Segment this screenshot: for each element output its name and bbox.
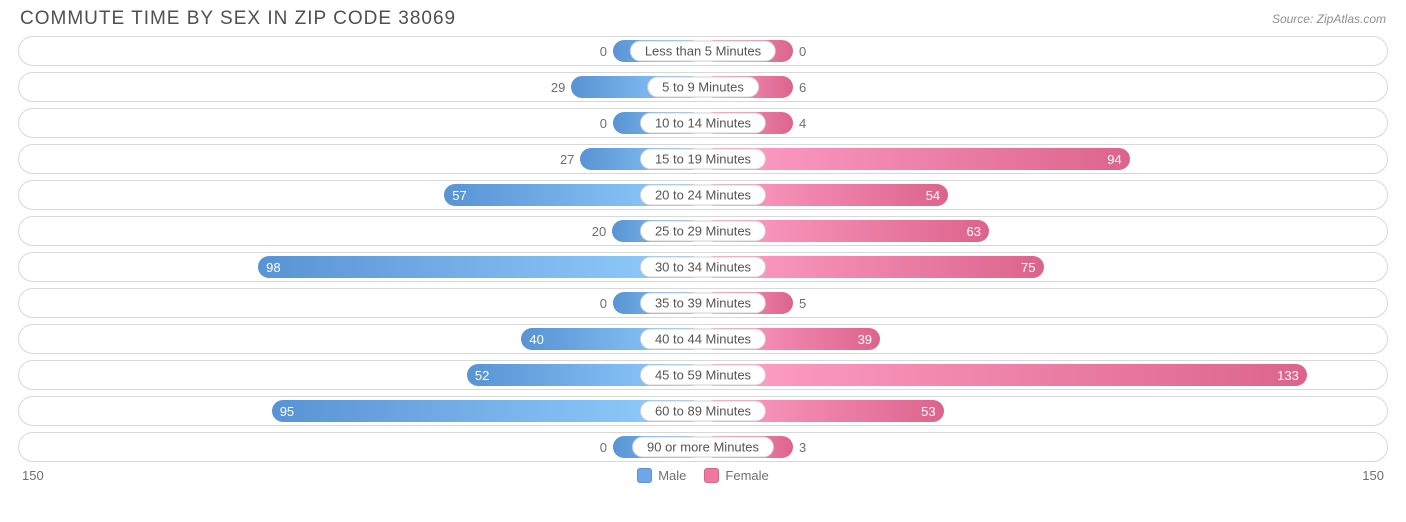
bar-male-value: 52 xyxy=(475,368,489,383)
chart-row: 20 63 25 to 29 Minutes xyxy=(18,216,1388,246)
chart-row: 29 6 5 to 9 Minutes xyxy=(18,72,1388,102)
category-label: 30 to 34 Minutes xyxy=(640,257,766,278)
chart-area: 0 0 Less than 5 Minutes 29 6 5 to 9 Minutes 0 4… xyxy=(0,34,1406,462)
chart-footer: 150 Male Female 150 xyxy=(0,468,1406,483)
bar-male: 98 xyxy=(258,256,703,278)
legend-swatch-icon xyxy=(637,468,652,483)
bar-female-value: 53 xyxy=(921,404,935,419)
bar-male-value: 98 xyxy=(266,260,280,275)
bar-female-value: 133 xyxy=(1277,368,1299,383)
category-label: 10 to 14 Minutes xyxy=(640,113,766,134)
bar-male-value: 27 xyxy=(560,152,580,167)
bar-female-value: 0 xyxy=(793,44,806,59)
chart-row: 0 4 10 to 14 Minutes xyxy=(18,108,1388,138)
bar-female-value: 6 xyxy=(793,80,806,95)
bar-male-value: 0 xyxy=(600,116,613,131)
chart-row: 98 75 30 to 34 Minutes xyxy=(18,252,1388,282)
bar-female-value: 3 xyxy=(793,440,806,455)
bar-male-value: 95 xyxy=(280,404,294,419)
category-label: 5 to 9 Minutes xyxy=(647,77,759,98)
bar-female-value: 75 xyxy=(1021,260,1035,275)
category-label: 60 to 89 Minutes xyxy=(640,401,766,422)
chart-row: 0 0 Less than 5 Minutes xyxy=(18,36,1388,66)
chart-row: 27 94 15 to 19 Minutes xyxy=(18,144,1388,174)
bar-male-value: 0 xyxy=(600,440,613,455)
bar-female-value: 54 xyxy=(926,188,940,203)
chart-row: 52 133 45 to 59 Minutes xyxy=(18,360,1388,390)
bar-female: 133 xyxy=(703,364,1307,386)
category-label: 45 to 59 Minutes xyxy=(640,365,766,386)
category-label: 15 to 19 Minutes xyxy=(640,149,766,170)
legend-item-female: Female xyxy=(704,468,768,483)
chart-header: COMMUTE TIME BY SEX IN ZIP CODE 38069 So… xyxy=(0,0,1406,34)
category-label: Less than 5 Minutes xyxy=(630,41,776,62)
bar-female-value: 63 xyxy=(967,224,981,239)
category-label: 40 to 44 Minutes xyxy=(640,329,766,350)
category-label: 20 to 24 Minutes xyxy=(640,185,766,206)
bar-male-value: 0 xyxy=(600,44,613,59)
bar-male-value: 29 xyxy=(551,80,571,95)
chart-source: Source: ZipAtlas.com xyxy=(1272,12,1386,26)
bar-female-value: 39 xyxy=(858,332,872,347)
bar-male-value: 57 xyxy=(452,188,466,203)
chart-row: 95 53 60 to 89 Minutes xyxy=(18,396,1388,426)
chart-row: 0 3 90 or more Minutes xyxy=(18,432,1388,462)
bar-male-value: 40 xyxy=(529,332,543,347)
category-label: 25 to 29 Minutes xyxy=(640,221,766,242)
legend-item-male: Male xyxy=(637,468,686,483)
chart-row: 57 54 20 to 24 Minutes xyxy=(18,180,1388,210)
chart-row: 40 39 40 to 44 Minutes xyxy=(18,324,1388,354)
chart-title: COMMUTE TIME BY SEX IN ZIP CODE 38069 xyxy=(20,8,456,30)
chart-row: 0 5 35 to 39 Minutes xyxy=(18,288,1388,318)
legend-swatch-icon xyxy=(704,468,719,483)
legend-label: Male xyxy=(658,468,686,483)
category-label: 35 to 39 Minutes xyxy=(640,293,766,314)
axis-right-max: 150 xyxy=(1362,468,1384,483)
bar-female-value: 4 xyxy=(793,116,806,131)
legend-label: Female xyxy=(725,468,768,483)
bar-male-value: 20 xyxy=(592,224,612,239)
axis-left-max: 150 xyxy=(22,468,44,483)
bar-female: 94 xyxy=(703,148,1130,170)
bar-male-value: 0 xyxy=(600,296,613,311)
bar-female-value: 5 xyxy=(793,296,806,311)
category-label: 90 or more Minutes xyxy=(632,437,774,458)
legend: Male Female xyxy=(637,468,769,483)
bar-female-value: 94 xyxy=(1107,152,1121,167)
bar-male: 95 xyxy=(272,400,703,422)
